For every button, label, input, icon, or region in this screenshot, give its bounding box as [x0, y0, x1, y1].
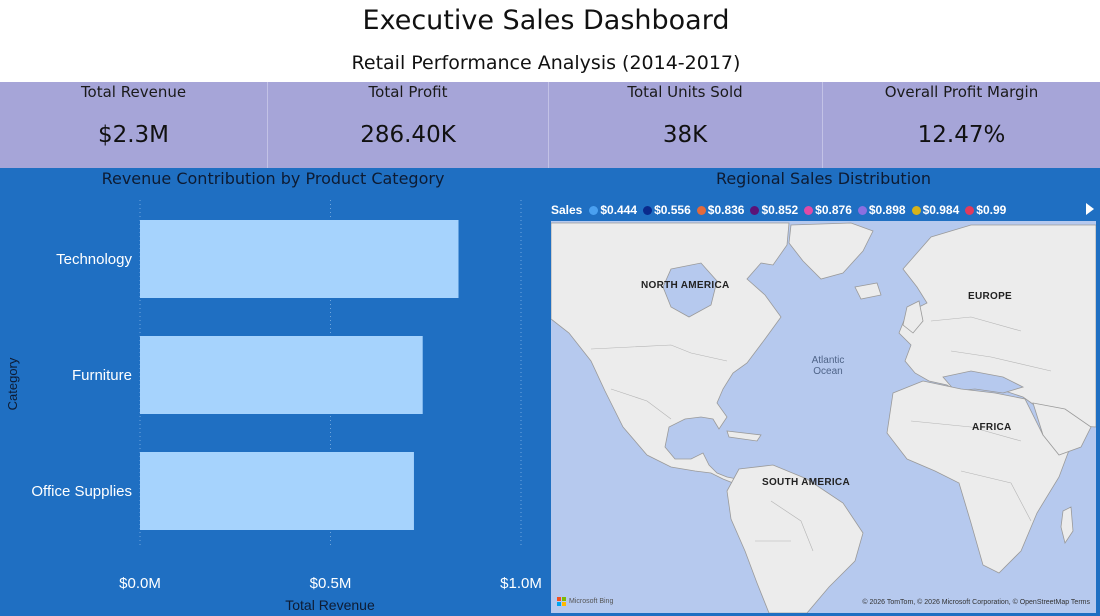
map-label-africa: AFRICA: [972, 422, 1012, 433]
kpi-label: Total Units Sold: [627, 83, 743, 101]
kpi-value: 286.40K: [360, 122, 456, 148]
landmass-cuba: [726, 430, 762, 442]
border-us-canada: [590, 344, 728, 362]
border-europe: [930, 316, 1052, 372]
landmass-south-america: [726, 464, 864, 613]
kpi-card-total-units-sold[interactable]: Total Units Sold 38K: [549, 82, 821, 168]
legend-item[interactable]: $0.99: [965, 203, 1006, 217]
bar-office-supplies[interactable]: [140, 452, 414, 530]
landmass-north-america: [551, 222, 790, 484]
world-map[interactable]: NORTH AMERICA EUROPE AFRICA SOUTH AMERIC…: [551, 221, 1096, 613]
kpi-divider: [548, 82, 549, 168]
landmass-iceland: [854, 282, 882, 300]
y-tick-label: Office Supplies: [31, 483, 132, 500]
x-tick-label: $0.0M: [119, 575, 161, 592]
bing-logo: Microsoft Bing: [557, 597, 613, 606]
landmass-madagascar: [1060, 506, 1074, 544]
legend-item[interactable]: $0.852: [750, 203, 798, 217]
legend-item[interactable]: $0.984: [911, 203, 960, 217]
kpi-label: Total Revenue: [80, 83, 187, 101]
legend-item[interactable]: $0.876: [804, 203, 852, 217]
legend-label: $0.898: [868, 203, 906, 217]
x-tick-label: $0.5M: [310, 575, 352, 592]
border-south-america: [755, 500, 814, 552]
bar-chart-title: Revenue Contribution by Product Category: [101, 169, 445, 188]
legend-label: $0.876: [815, 203, 852, 217]
legend-label: $0.556: [654, 203, 691, 217]
legend-label: $0.836: [707, 203, 745, 217]
kpi-value: 38K: [662, 122, 708, 148]
kpi-value: 12.47%: [917, 122, 1006, 148]
landmass-british-isles: [902, 300, 924, 334]
kpi-card-total-profit[interactable]: Total Profit 286.40K: [268, 82, 548, 168]
bing-logo-text: Microsoft Bing: [569, 598, 614, 605]
legend-label: $0.852: [761, 203, 799, 217]
kpi-divider: [822, 82, 823, 168]
map-label-south-america: SOUTH AMERICA: [762, 477, 850, 488]
kpi-label: Overall Profit Margin: [884, 83, 1039, 101]
legend-dot: [965, 205, 975, 215]
legend-dot: [857, 205, 867, 215]
legend-dot: [750, 205, 760, 215]
legend-dot: [589, 205, 599, 215]
bar-chart[interactable]: $0.0M $0.5M $1.0M Technology Furniture Office…: [0, 168, 548, 616]
border-africa: [910, 420, 1032, 522]
y-tick-label: Technology: [56, 251, 132, 268]
legend-label: $0.444: [600, 203, 638, 217]
landmass-greenland: [788, 222, 874, 280]
kpi-card-total-revenue[interactable]: Total Revenue $2.3M: [0, 82, 267, 168]
kpi-band: Total Revenue $2.3M Total Profit 286.40K…: [0, 82, 1100, 168]
legend-next-arrow-icon[interactable]: [1086, 203, 1094, 215]
map-label-north-america: NORTH AMERICA: [641, 280, 730, 291]
kpi-card-overall-profit-margin[interactable]: Overall Profit Margin 12.47%: [823, 82, 1100, 168]
legend-title: Sales: [551, 203, 583, 217]
kpi-label: Total Profit: [368, 83, 448, 101]
legend-item[interactable]: $0.556: [643, 203, 691, 217]
map-legend: Sales $0.444 $0.556 $0.836 $0.852 $0.876…: [551, 201, 1012, 219]
microsoft-logo-icon: [557, 597, 566, 606]
landmass-africa: [886, 380, 1072, 574]
bar-furniture[interactable]: [140, 336, 423, 414]
dashboard-subtitle: Retail Performance Analysis (2014-2017): [351, 52, 741, 74]
y-tick-label: Furniture: [72, 367, 132, 384]
landmass-arabia: [1032, 402, 1092, 456]
x-axis-title: Total Revenue: [285, 597, 375, 613]
x-tick-label: $1.0M: [500, 575, 542, 592]
legend-item[interactable]: $0.836: [696, 203, 745, 217]
kpi-divider: [267, 82, 268, 168]
kpi-value: $2.3M: [97, 122, 170, 148]
map-label-atlantic-ocean: Atlantic Ocean: [811, 355, 845, 377]
map-title: Regional Sales Distribution: [715, 169, 932, 188]
bar-technology[interactable]: [140, 220, 459, 298]
map-land-layer: [551, 222, 1096, 613]
legend-label: $0.99: [976, 203, 1007, 217]
legend-dot: [643, 205, 653, 215]
map-label-europe: EUROPE: [968, 291, 1013, 302]
legend-dot: [696, 205, 706, 215]
legend-item[interactable]: $0.444: [589, 203, 637, 217]
legend-item[interactable]: $0.898: [857, 203, 906, 217]
border-us-mexico: [610, 388, 672, 420]
dashboard-title: Executive Sales Dashboard: [362, 5, 730, 36]
y-axis-title: Category: [5, 357, 20, 410]
legend-dot: [804, 205, 814, 215]
water-hudson-bay: [662, 262, 718, 318]
map-attribution[interactable]: © 2026 TomTom, © 2026 Microsoft Corporat…: [862, 599, 1090, 606]
legend-dot: [911, 205, 921, 215]
legend-label: $0.984: [922, 203, 960, 217]
